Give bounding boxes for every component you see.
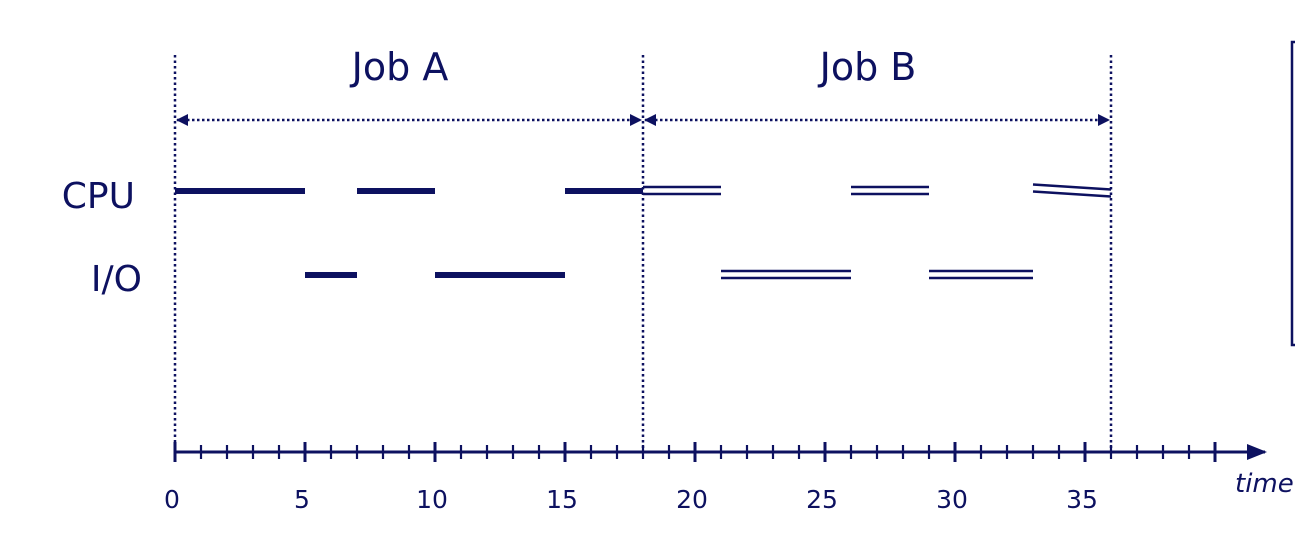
job-b-io-segment — [929, 269, 1033, 280]
job-b-cpu-segment — [851, 185, 929, 196]
job-b-io-segment — [721, 269, 851, 280]
legend-box — [1290, 40, 1295, 347]
tick-label: 30 — [936, 485, 968, 514]
io-row-label: I/O — [91, 259, 142, 300]
tick-label: 5 — [294, 485, 310, 514]
job-b-title: Job B — [818, 45, 917, 89]
job-b-cpu-segment — [643, 185, 721, 196]
tick-label: 15 — [546, 485, 578, 514]
tick-label: 35 — [1066, 485, 1098, 514]
job-a-title: Job A — [350, 45, 449, 89]
tick-label: 0 — [164, 485, 180, 514]
cpu-row-label: CPU — [62, 176, 135, 217]
job-b-cpu-segment — [1032, 183, 1112, 198]
time-axis-title: time — [1235, 469, 1294, 499]
tick-label: 20 — [676, 485, 708, 514]
tick-label: 25 — [806, 485, 838, 514]
tick-label: 10 — [416, 485, 448, 514]
